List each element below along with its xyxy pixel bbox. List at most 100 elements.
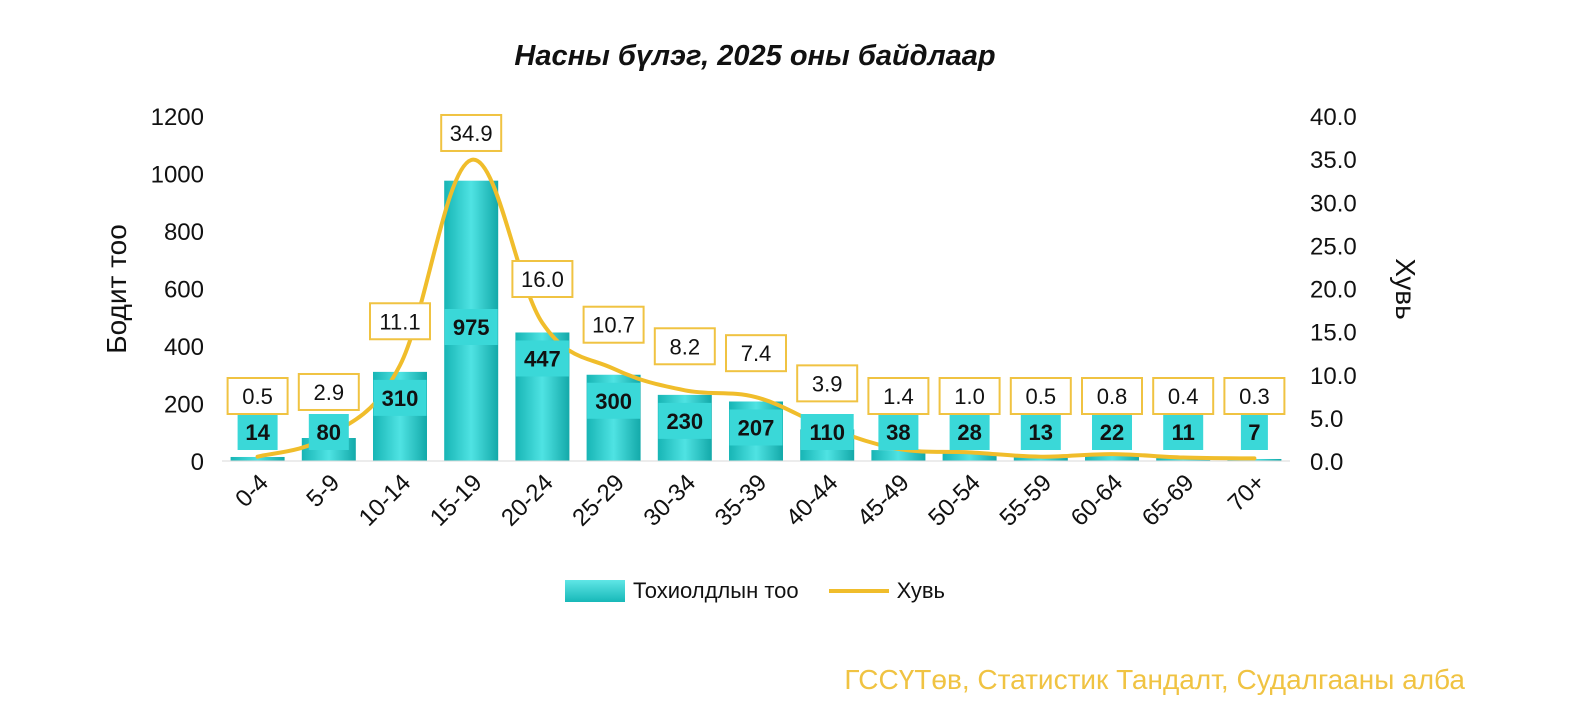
- pct-value-box: [1223, 377, 1286, 415]
- bar-value-box: [373, 379, 427, 416]
- bar-value-box: [878, 414, 919, 450]
- legend: Тохиолдлын тоо Хувь: [0, 578, 1510, 604]
- pct-value-box: [653, 327, 716, 366]
- x-tick-label: 15-19: [425, 469, 488, 532]
- y-tick-label: 1200: [151, 104, 204, 131]
- y-axis-title: Бодит тоо: [101, 224, 132, 354]
- pct-value-label: 0.5: [1026, 384, 1057, 409]
- bar-value-label: 230: [666, 409, 703, 434]
- pct-value-box: [440, 113, 503, 152]
- pct-value-label: 34.9: [450, 121, 493, 146]
- pct-value-label: 0.4: [1168, 384, 1199, 409]
- y-tick-label: 200: [164, 392, 204, 419]
- legend-item-line: Хувь: [828, 578, 945, 604]
- bar-value-box: [658, 402, 712, 439]
- bar-value-label: 975: [453, 315, 490, 340]
- pct-value-box: [725, 334, 787, 373]
- legend-item-bars: Тохиолдлын тоо: [565, 578, 799, 604]
- x-tick-label: 50-54: [923, 469, 986, 532]
- y2-tick-label: 20.0: [1310, 277, 1357, 304]
- y2-tick-label: 25.0: [1310, 233, 1357, 260]
- pct-value-label: 0.5: [242, 384, 273, 409]
- bar-value-box: [949, 414, 990, 450]
- bar-value-box: [800, 414, 854, 450]
- pct-value-box: [369, 302, 431, 341]
- bar-value-label: 300: [595, 389, 632, 414]
- x-tick-label: 5-9: [301, 469, 345, 513]
- bar-value-label: 207: [738, 415, 775, 440]
- y2-tick-label: 35.0: [1310, 147, 1357, 174]
- pct-value-box: [867, 377, 930, 415]
- pct-value-box: [938, 377, 1001, 415]
- x-tick-label: 10-14: [354, 469, 417, 532]
- source-note: ГССҮТөв, Статистик Тандалт, Судалгааны а…: [844, 664, 1465, 695]
- bar-value-box: [1020, 414, 1061, 450]
- x-tick-label: 70+: [1223, 469, 1271, 517]
- bar-value-box: [1240, 414, 1268, 450]
- pct-value-label: 1.0: [954, 384, 985, 409]
- pct-value-label: 8.2: [670, 334, 701, 359]
- bar-value-label: 11: [1172, 420, 1195, 445]
- y2-tick-label: 10.0: [1310, 363, 1357, 390]
- pct-value-label: 0.8: [1097, 384, 1128, 409]
- x-tick-label: 35-39: [710, 469, 773, 532]
- bar-value-box: [444, 309, 498, 345]
- bar-value-label: 7: [1248, 420, 1260, 445]
- bar-value-box: [237, 414, 278, 450]
- pct-value-label: 3.9: [812, 371, 843, 396]
- x-tick-label: 20-24: [496, 469, 559, 532]
- bar-55-59: [1013, 457, 1068, 461]
- x-tick-label: 55-59: [995, 469, 1058, 532]
- y-tick-label: 800: [164, 219, 204, 246]
- bar-value-label: 310: [382, 386, 419, 411]
- bar-value-box: [1092, 414, 1132, 450]
- legend-line-swatch: [828, 589, 889, 593]
- y2-tick-label: 15.0: [1310, 320, 1357, 347]
- bar-value-label: 22: [1100, 420, 1124, 445]
- x-tick-label: 0-4: [230, 469, 274, 513]
- x-tick-label: 25-29: [567, 469, 630, 532]
- pct-value-box: [297, 372, 360, 411]
- bar-value-label: 80: [317, 420, 341, 445]
- y2-tick-label: 0.0: [1310, 449, 1343, 476]
- pct-value-box: [796, 364, 859, 403]
- legend-bar-swatch: [565, 580, 625, 602]
- bar-value-box: [308, 414, 349, 450]
- pct-value-label: 2.9: [314, 380, 345, 405]
- bar-value-label: 14: [245, 420, 270, 445]
- legend-bar-label: Тохиолдлын тоо: [633, 578, 799, 603]
- y2-tick-label: 40.0: [1310, 104, 1357, 131]
- bar-50-54: [942, 452, 997, 461]
- bar-value-box: [587, 382, 641, 419]
- pct-value-box: [1152, 377, 1215, 415]
- y2-axis-title: Хувь: [1390, 258, 1421, 320]
- y-tick-label: 1000: [151, 162, 204, 189]
- bar-60-64: [1085, 454, 1139, 461]
- bar-value-label: 28: [957, 420, 981, 445]
- y-tick-label: 600: [164, 277, 204, 304]
- chart-title: Насны бүлэг, 2025 оны байдлаар: [514, 40, 996, 72]
- pct-value-box: [226, 377, 289, 415]
- x-tick-label: 65-69: [1137, 469, 1200, 532]
- bar-value-box: [515, 340, 569, 377]
- bar-value-label: 110: [809, 420, 845, 445]
- bar-0-4: [230, 456, 285, 461]
- bar-value-label: 447: [524, 346, 561, 371]
- x-tick-label: 30-34: [639, 469, 702, 532]
- pct-value-box: [1081, 377, 1143, 415]
- x-tick-label: 60-64: [1066, 469, 1129, 532]
- bar-45-49: [871, 450, 926, 461]
- pct-value-label: 0.3: [1239, 384, 1270, 409]
- bar-value-label: 13: [1029, 420, 1053, 445]
- x-tick-label: 45-49: [852, 469, 915, 532]
- pct-value-label: 11.1: [379, 309, 420, 334]
- y2-tick-label: 5.0: [1310, 406, 1343, 433]
- pct-value-label: 7.4: [741, 341, 772, 366]
- pct-value-label: 16.0: [521, 267, 564, 292]
- pct-value-box: [582, 305, 645, 344]
- pct-value-box: [1009, 377, 1072, 415]
- pct-value-label: 10.7: [592, 313, 635, 338]
- pct-value-box: [511, 260, 574, 298]
- y2-tick-label: 30.0: [1310, 190, 1357, 217]
